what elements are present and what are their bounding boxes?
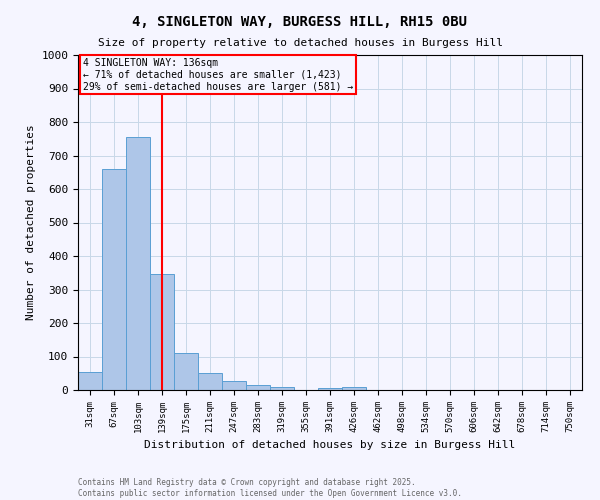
Bar [222, 380, 246, 390]
Bar [270, 386, 294, 390]
X-axis label: Distribution of detached houses by size in Burgess Hill: Distribution of detached houses by size … [145, 440, 515, 450]
Bar [126, 137, 150, 390]
Bar [198, 373, 222, 390]
Bar [174, 353, 198, 390]
Text: 4, SINGLETON WAY, BURGESS HILL, RH15 0BU: 4, SINGLETON WAY, BURGESS HILL, RH15 0BU [133, 15, 467, 29]
Bar [318, 388, 342, 390]
Bar [102, 169, 126, 390]
Bar [150, 274, 174, 390]
Text: 4 SINGLETON WAY: 136sqm
← 71% of detached houses are smaller (1,423)
29% of semi: 4 SINGLETON WAY: 136sqm ← 71% of detache… [83, 58, 353, 92]
Text: Size of property relative to detached houses in Burgess Hill: Size of property relative to detached ho… [97, 38, 503, 48]
Text: Contains HM Land Registry data © Crown copyright and database right 2025.
Contai: Contains HM Land Registry data © Crown c… [78, 478, 462, 498]
Bar [246, 384, 270, 390]
Y-axis label: Number of detached properties: Number of detached properties [26, 124, 36, 320]
Bar [342, 388, 366, 390]
Bar [78, 372, 102, 390]
